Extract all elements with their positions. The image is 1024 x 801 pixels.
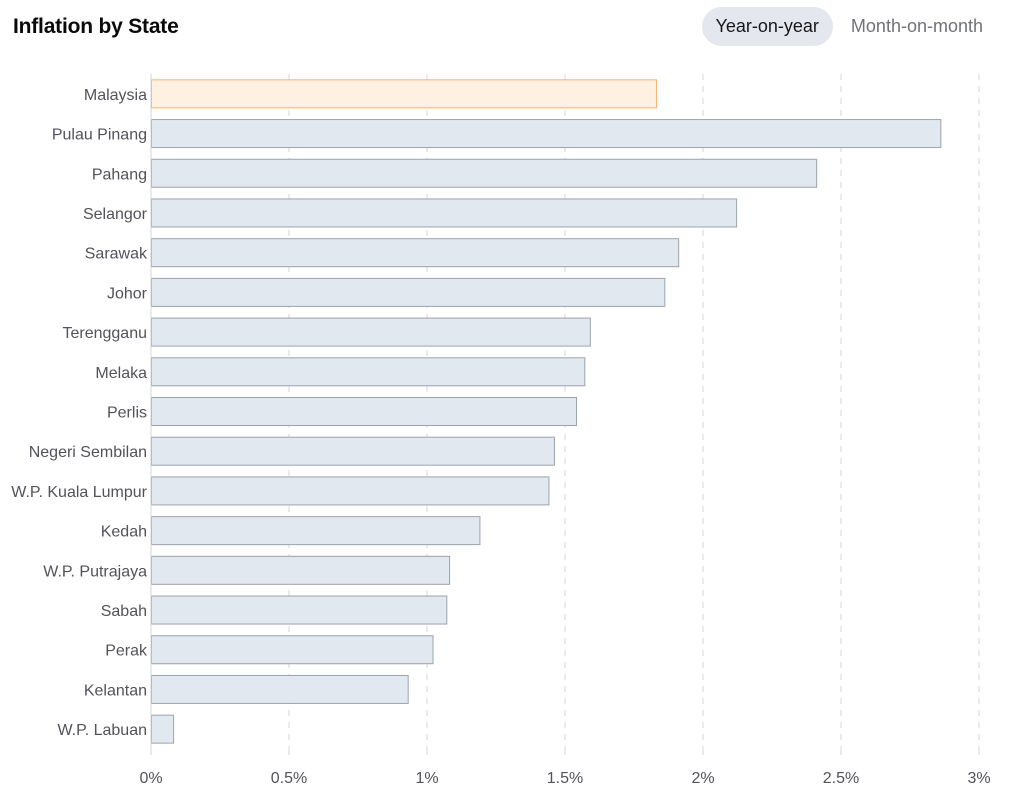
category-label: Johor — [107, 285, 148, 302]
bar — [151, 397, 578, 426]
bar — [151, 516, 481, 546]
bar — [151, 714, 175, 744]
x-tick-label: 0.5% — [271, 770, 307, 787]
category-label: Pulau Pinang — [52, 127, 147, 144]
bar — [151, 635, 434, 665]
category-label: Terengganu — [62, 325, 147, 342]
tab-month-on-month[interactable]: Month-on-month — [850, 16, 983, 36]
bar — [151, 238, 680, 268]
x-tick-label: 1.5% — [547, 770, 583, 787]
category-label: Kelantan — [84, 682, 147, 699]
category-label: Pahang — [92, 166, 147, 183]
x-tick-label: 2% — [691, 770, 714, 787]
bar — [151, 158, 818, 188]
bar-highlight — [151, 79, 658, 109]
category-label: Negeri Sembilan — [29, 444, 147, 461]
tab-year-on-year[interactable]: Year-on-year — [701, 7, 833, 46]
bar — [151, 555, 451, 585]
category-label: Melaka — [95, 365, 147, 382]
x-tick-label: 3% — [967, 770, 990, 787]
period-toggle: Year-on-year Month-on-month — [701, 7, 997, 46]
x-tick-label: 2.5% — [823, 770, 859, 787]
category-label: Selangor — [83, 206, 148, 223]
bar — [151, 277, 666, 307]
category-label: Sabah — [101, 603, 147, 620]
category-label: Kedah — [101, 524, 147, 541]
bar — [151, 198, 738, 228]
category-label: Perak — [105, 643, 148, 660]
bar — [151, 436, 555, 466]
bar — [151, 119, 942, 149]
bar — [151, 476, 550, 506]
category-label: W.P. Labuan — [57, 722, 147, 739]
x-tick-label: 0% — [139, 770, 162, 787]
category-label: W.P. Kuala Lumpur — [11, 484, 147, 501]
bar — [151, 674, 409, 704]
category-label: Sarawak — [85, 246, 148, 263]
bar — [151, 357, 586, 387]
bar — [151, 595, 448, 625]
category-label: W.P. Putrajaya — [43, 563, 147, 580]
bar — [151, 317, 591, 347]
x-tick-label: 1% — [415, 770, 438, 787]
category-label: Malaysia — [84, 87, 147, 104]
chart-title: Inflation by State — [13, 15, 179, 38]
category-label: Perlis — [107, 405, 147, 422]
